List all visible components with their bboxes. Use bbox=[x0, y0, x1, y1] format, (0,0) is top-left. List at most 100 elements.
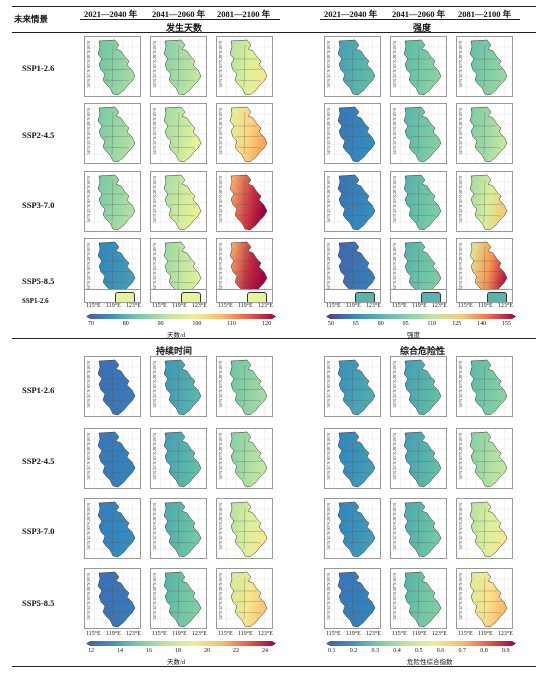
colorbar-tick: 0.6 bbox=[436, 648, 445, 654]
region-shape bbox=[469, 501, 508, 558]
latitude-labels: 34°N 32°N 30°N 28°N 26°N bbox=[458, 243, 463, 290]
latitude-labels: 34°N 32°N 30°N 28°N 26°N bbox=[152, 361, 157, 408]
region-shape bbox=[229, 174, 268, 231]
latitude-labels: 34°N 32°N 30°N 28°N 26°N bbox=[458, 573, 463, 620]
map-intensity-r1-c3: 34°N 32°N 30°N 28°N 26°N bbox=[456, 36, 513, 97]
colorbar-label: 强度 bbox=[407, 332, 420, 339]
latitude-labels: 34°N 32°N 30°N 28°N 26°N bbox=[326, 433, 331, 480]
period-header-1-right: 2021—2040 年 bbox=[324, 9, 378, 19]
latitude-labels: 34°N 32°N 30°N 28°N 26°N bbox=[152, 573, 157, 620]
latitude-labels: 34°N 32°N 30°N 28°N 26°N bbox=[458, 503, 463, 550]
region-shape bbox=[97, 359, 136, 416]
scenario-label-bottom-2: SSP2-4.5 bbox=[22, 456, 55, 466]
latitude-labels: 34°N 32°N 30°N 28°N 26°N bbox=[86, 41, 91, 88]
map-duration-r2-c3: 34°N 32°N 30°N 28°N 26°N bbox=[216, 428, 273, 489]
lon-ticks: 115°E 119°E 123°E bbox=[458, 631, 513, 637]
colorbar-label: 危险性综合指数 bbox=[407, 659, 453, 666]
region-shape bbox=[229, 39, 268, 96]
map-occurrence-r1-c2: 34°N 32°N 30°N 28°N 26°N bbox=[150, 36, 207, 97]
latitude-labels: 34°N 32°N 30°N 28°N 26°N bbox=[392, 573, 397, 620]
latitude-labels: 34°N 32°N 30°N 28°N 26°N bbox=[86, 108, 91, 155]
map-occurrence-partial-c3 bbox=[216, 289, 273, 303]
latitude-labels: 34°N 32°N 30°N 28°N 26°N bbox=[152, 503, 157, 550]
colorbar-tick: 90 bbox=[157, 321, 164, 327]
colorbar-tick: 0.3 bbox=[371, 648, 380, 654]
region-shape bbox=[337, 431, 376, 488]
latitude-labels: 34°N 32°N 30°N 28°N 26°N bbox=[86, 243, 91, 290]
latitude-labels: 34°N 32°N 30°N 28°N 26°N bbox=[326, 243, 331, 290]
scenario-label-top-1: SSP1-2.6 bbox=[22, 63, 55, 73]
map-occurrence-r4-c3: 34°N 32°N 30°N 28°N 26°N bbox=[216, 238, 273, 299]
latitude-labels: 34°N 32°N 30°N 28°N 26°N bbox=[392, 503, 397, 550]
latitude-labels: 34°N 32°N 30°N 28°N 26°N bbox=[86, 503, 91, 550]
lon-ticks: 115°E 119°E 123°E bbox=[392, 631, 447, 637]
colorbar-gradient bbox=[86, 641, 276, 646]
panel-title-risk: 综合危险性 bbox=[400, 346, 446, 356]
map-occurrence-r1-c3: 34°N 32°N 30°N 28°N 26°N bbox=[216, 36, 273, 97]
colorbar-tick: 12 bbox=[88, 648, 94, 654]
map-duration-r1-c2: 34°N 32°N 30°N 28°N 26°N bbox=[150, 356, 207, 417]
region-shape bbox=[163, 359, 202, 416]
colorbar-tick: 16 bbox=[146, 648, 152, 654]
lon-ticks: 115°E 119°E 123°E bbox=[218, 303, 273, 309]
latitude-labels: 34°N 32°N 30°N 28°N 26°N bbox=[152, 41, 157, 88]
latitude-labels: 34°N 32°N 30°N 28°N 26°N bbox=[326, 108, 331, 155]
map-risk-r3-c3: 34°N 32°N 30°N 28°N 26°N bbox=[456, 498, 513, 559]
latitude-labels: 34°N 32°N 30°N 28°N 26°N bbox=[326, 176, 331, 223]
period-header-1-left: 2021—2040 年 bbox=[84, 9, 138, 19]
map-risk-r1-c2: 34°N 32°N 30°N 28°N 26°N bbox=[390, 356, 447, 417]
colorbar-gradient bbox=[86, 314, 276, 319]
region-shape bbox=[229, 571, 268, 628]
map-risk-r2-c1: 34°N 32°N 30°N 28°N 26°N bbox=[324, 428, 381, 489]
map-duration-r3-c1: 34°N 32°N 30°N 28°N 26°N bbox=[84, 498, 141, 559]
colorbar-tick: 65 bbox=[352, 321, 359, 327]
lon-ticks: 115°E 119°E 123°E bbox=[458, 303, 513, 309]
map-intensity-r3-c3: 34°N 32°N 30°N 28°N 26°N bbox=[456, 171, 513, 232]
region-shape bbox=[403, 39, 442, 96]
region-shape bbox=[403, 501, 442, 558]
map-intensity-r4-c3: 34°N 32°N 30°N 28°N 26°N bbox=[456, 238, 513, 299]
section-divider bbox=[12, 338, 536, 339]
region-shape bbox=[469, 39, 508, 96]
colorbar-tick: 70 bbox=[88, 321, 94, 327]
map-intensity-r2-c2: 34°N 32°N 30°N 28°N 26°N bbox=[390, 103, 447, 164]
map-intensity-r1-c2: 34°N 32°N 30°N 28°N 26°N bbox=[390, 36, 447, 97]
region-shape bbox=[337, 571, 376, 628]
latitude-labels: 34°N 32°N 30°N 28°N 26°N bbox=[218, 243, 223, 290]
map-intensity-r3-c1: 34°N 32°N 30°N 28°N 26°N bbox=[324, 171, 381, 232]
latitude-labels: 34°N 32°N 30°N 28°N 26°N bbox=[86, 176, 91, 223]
map-intensity-r1-c1: 34°N 32°N 30°N 28°N 26°N bbox=[324, 36, 381, 97]
latitude-labels: 34°N 32°N 30°N 28°N 26°N bbox=[392, 361, 397, 408]
header-bottom-rule bbox=[12, 32, 536, 33]
region-shape bbox=[469, 431, 508, 488]
latitude-labels: 34°N 32°N 30°N 28°N 26°N bbox=[86, 433, 91, 480]
colorbar-tick: 100 bbox=[192, 321, 202, 327]
region-shape bbox=[469, 571, 508, 628]
latitude-labels: 34°N 32°N 30°N 28°N 26°N bbox=[218, 108, 223, 155]
map-risk-r2-c2: 34°N 32°N 30°N 28°N 26°N bbox=[390, 428, 447, 489]
lon-ticks: 115°E 119°E 123°E bbox=[218, 631, 273, 637]
colorbar-tick: 120 bbox=[262, 321, 271, 327]
scenario-label-top-3: SSP3-7.0 bbox=[22, 200, 55, 210]
region-shape bbox=[229, 501, 268, 558]
latitude-labels: 34°N 32°N 30°N 28°N 26°N bbox=[458, 108, 463, 155]
scenario-label-partial: SSP1-2.6 bbox=[22, 297, 49, 305]
region-shape bbox=[229, 106, 268, 163]
region-shape bbox=[337, 106, 376, 163]
colorbar-tick: 0.1 bbox=[328, 648, 336, 654]
period-header-2-right: 2041—2060 年 bbox=[392, 9, 446, 19]
scenario-label-bottom-3: SSP3-7.0 bbox=[22, 526, 55, 536]
colorbar-tick: 125 bbox=[452, 321, 462, 327]
scenario-label-top-2: SSP2-4.5 bbox=[22, 130, 55, 140]
header-underline-right bbox=[320, 19, 520, 20]
scenario-label-bottom-1: SSP1-2.6 bbox=[22, 385, 55, 395]
colorbar-tick: 0.8 bbox=[480, 648, 488, 654]
latitude-labels: 34°N 32°N 30°N 28°N 26°N bbox=[326, 361, 331, 408]
region-shape bbox=[163, 431, 202, 488]
map-occurrence-partial-c1 bbox=[84, 289, 141, 303]
region-shape bbox=[229, 359, 268, 416]
colorbar-tick: 80 bbox=[377, 321, 384, 327]
map-risk-r3-c1: 34°N 32°N 30°N 28°N 26°N bbox=[324, 498, 381, 559]
region-shape bbox=[337, 39, 376, 96]
latitude-labels: 34°N 32°N 30°N 28°N 26°N bbox=[458, 41, 463, 88]
